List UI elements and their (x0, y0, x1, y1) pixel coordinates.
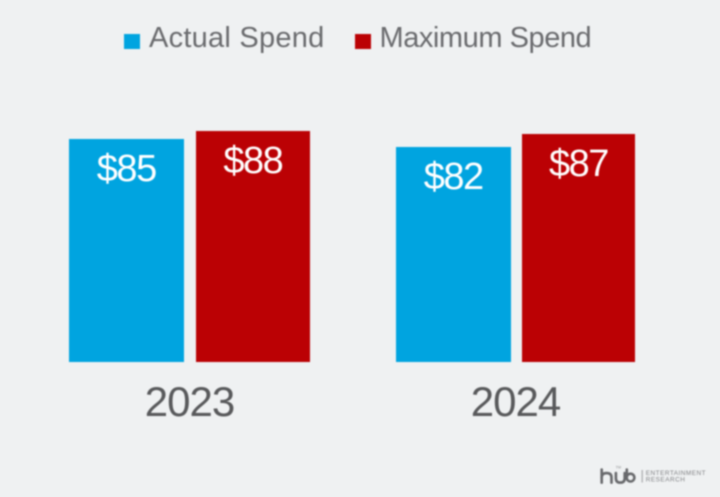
svg-text:ENTERTAINMENT: ENTERTAINMENT (646, 470, 706, 477)
svg-text:TM: TM (616, 465, 621, 469)
svg-text:RESEARCH: RESEARCH (646, 477, 686, 484)
